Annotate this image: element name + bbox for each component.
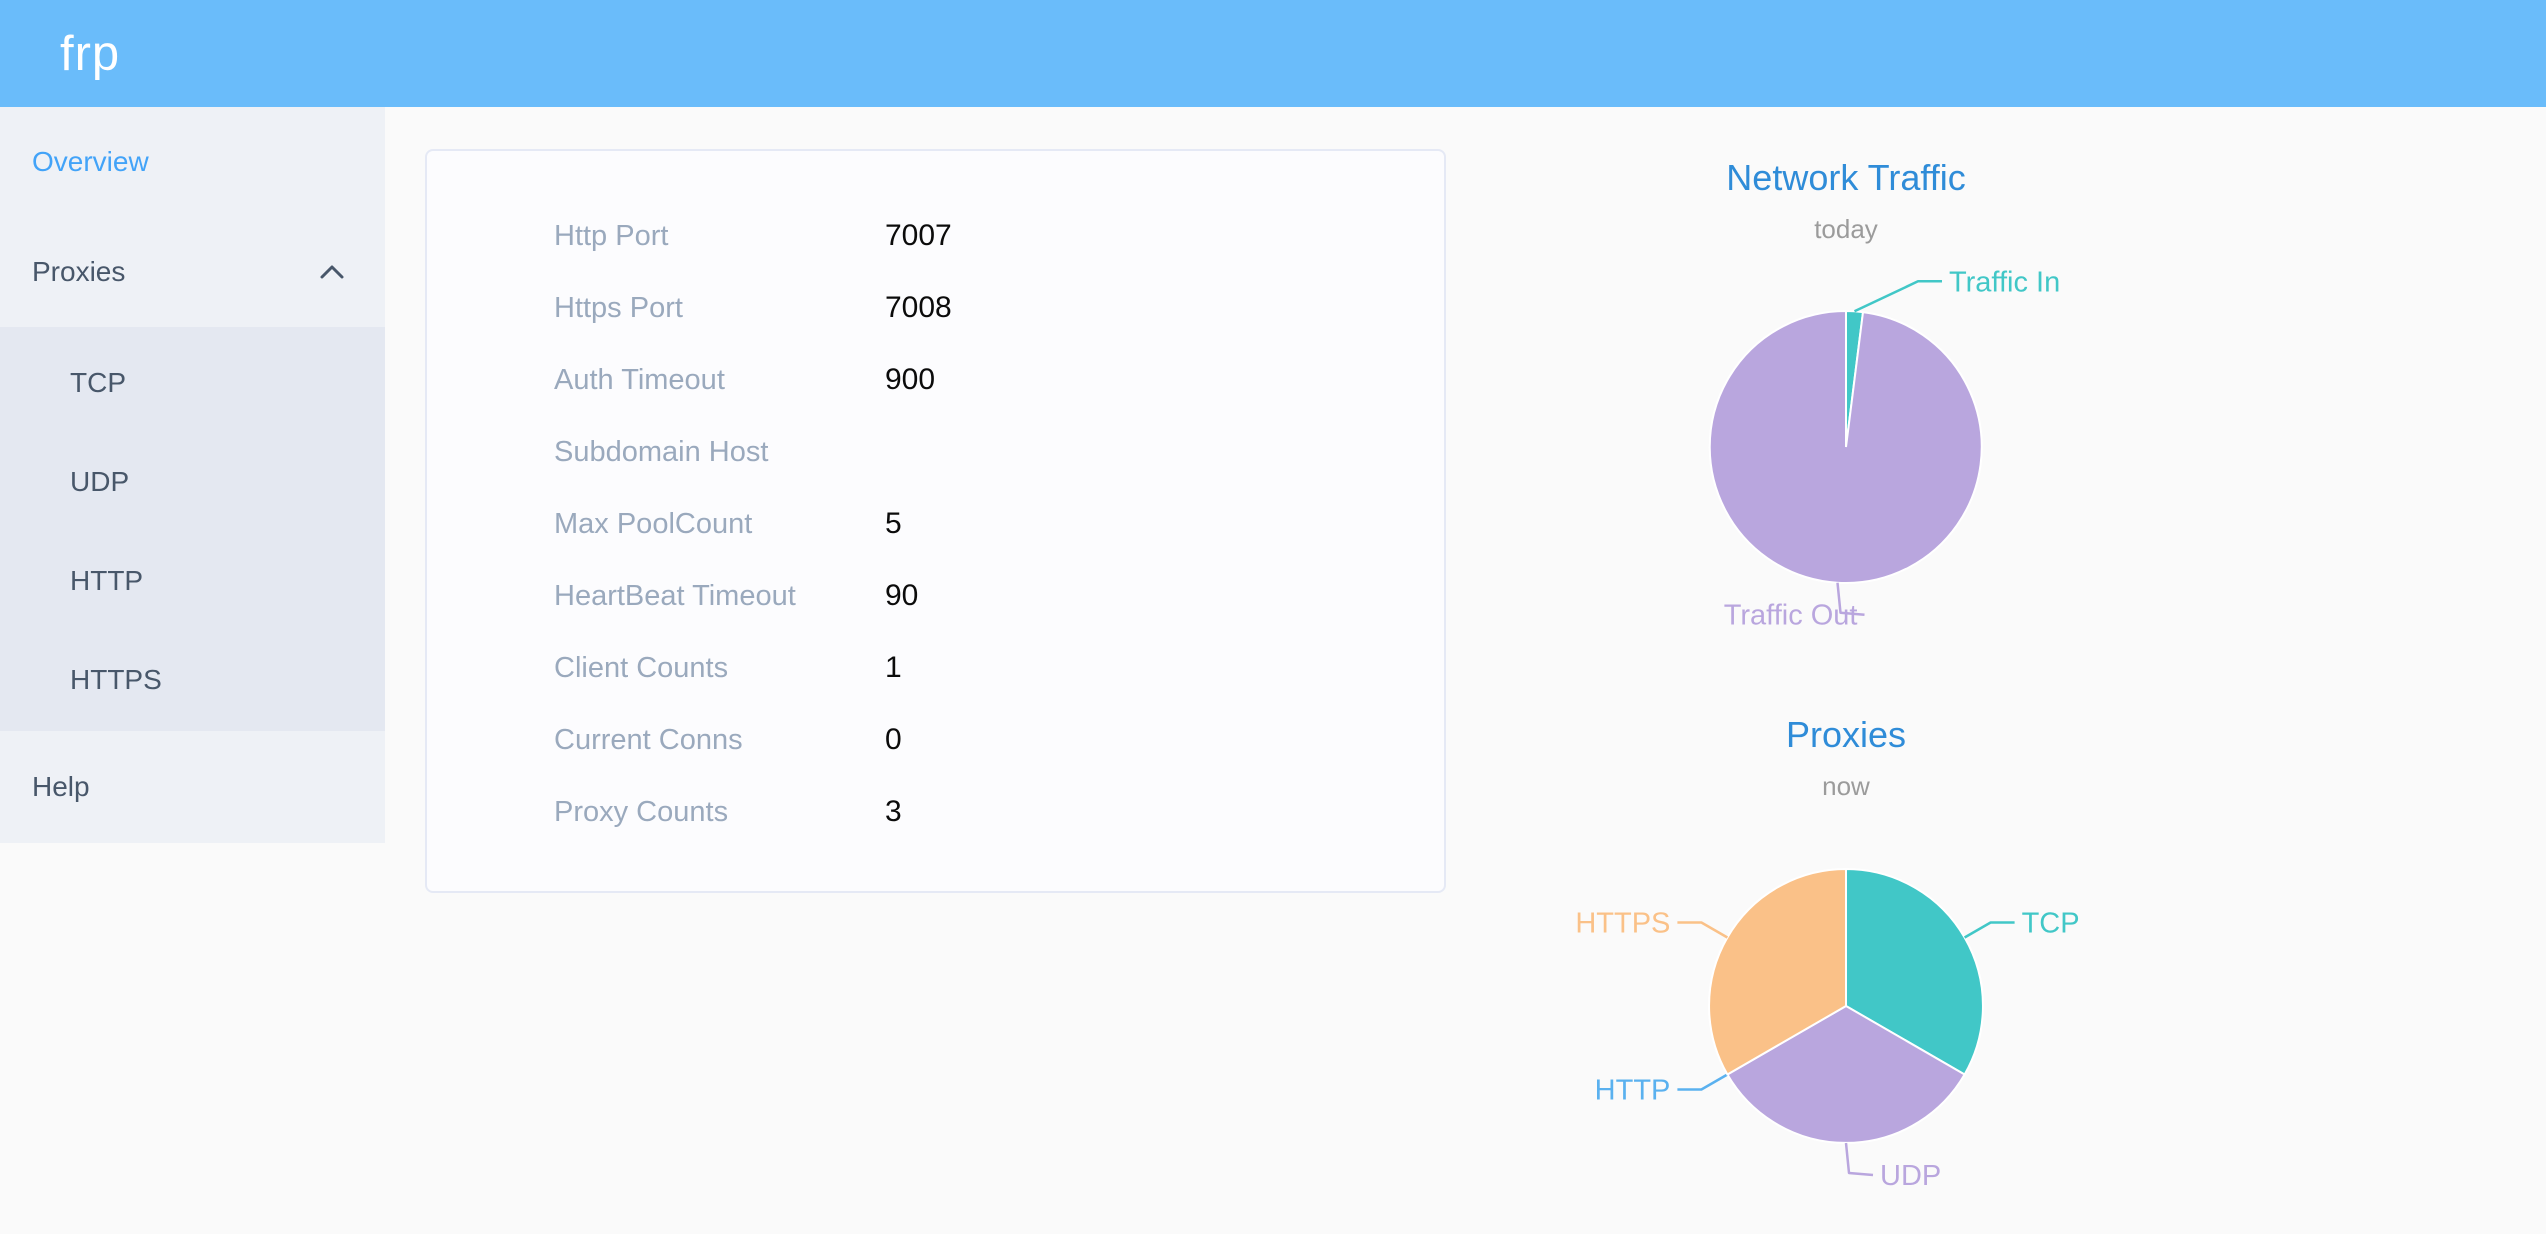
sidebar-item-https[interactable]: HTTPS bbox=[70, 663, 162, 695]
row-label: Current Conns bbox=[554, 723, 743, 756]
server-info-row: Current Conns 0 bbox=[427, 704, 1444, 776]
row-label: Max PoolCount bbox=[554, 507, 753, 540]
chart-subtitle-proxies: now bbox=[1822, 771, 1870, 801]
pie-label-line-tcp bbox=[1963, 921, 2015, 939]
row-value: 7008 bbox=[885, 291, 952, 324]
server-info-row: Auth Timeout 900 bbox=[427, 344, 1444, 416]
row-value: 90 bbox=[885, 579, 919, 612]
chart-title-proxies: Proxies bbox=[1785, 714, 1907, 755]
server-info-row: Https Port 7008 bbox=[427, 272, 1444, 344]
pie-slice-tcp[interactable] bbox=[1845, 867, 1984, 1076]
proxies-submenu: TCP UDP HTTP HTTPS bbox=[0, 327, 385, 731]
app-header: frp bbox=[0, 0, 2546, 107]
pie-label-udp: UDP bbox=[1880, 1160, 1941, 1192]
pie-label-traffic-out: Traffic Out bbox=[1724, 600, 1858, 632]
row-label: Subdomain Host bbox=[554, 435, 769, 468]
row-value: 7007 bbox=[885, 219, 952, 252]
row-label: Https Port bbox=[554, 291, 683, 324]
app-logo: frp bbox=[60, 26, 121, 81]
chart-subtitle-network-traffic: today bbox=[1814, 214, 1878, 244]
pie-label-tcp: TCP bbox=[2022, 908, 2080, 940]
server-info-row: Subdomain Host bbox=[427, 416, 1444, 488]
row-label: HeartBeat Timeout bbox=[554, 579, 796, 612]
row-value: 0 bbox=[885, 723, 902, 756]
sidebar-item-udp[interactable]: UDP bbox=[70, 465, 130, 497]
pie-label-line-traffic-out bbox=[1836, 582, 1865, 616]
sidebar-item-tcp[interactable]: TCP bbox=[70, 366, 126, 398]
row-value: 3 bbox=[885, 795, 902, 828]
pie-slice-traffic-out[interactable] bbox=[1708, 309, 1983, 584]
pie-slice-udp[interactable] bbox=[1726, 1004, 1966, 1144]
row-value: 1 bbox=[885, 651, 902, 684]
pie-label-https: HTTPS bbox=[1575, 908, 1670, 940]
sidebar-item-overview[interactable]: Overview bbox=[32, 146, 149, 177]
row-value: 900 bbox=[885, 363, 936, 396]
pie-label-http: HTTP bbox=[1595, 1075, 1671, 1107]
row-value: 5 bbox=[885, 507, 902, 540]
row-label: Auth Timeout bbox=[554, 363, 725, 396]
pie-label-line-http bbox=[1677, 1073, 1729, 1091]
sidebar-item-http[interactable]: HTTP bbox=[70, 564, 144, 596]
pie-label-line-https bbox=[1677, 921, 1729, 939]
sidebar-item-proxies-label: Proxies bbox=[32, 256, 126, 287]
pie-label-line-traffic-in bbox=[1853, 280, 1942, 313]
server-info-row: Max PoolCount 5 bbox=[427, 488, 1444, 560]
server-info-row: HeartBeat Timeout 90 bbox=[427, 560, 1444, 632]
server-info-row: Http Port 7007 bbox=[427, 200, 1444, 272]
row-label: Proxy Counts bbox=[554, 795, 729, 828]
sidebar-item-proxies[interactable]: Proxies bbox=[0, 217, 385, 327]
pie-slice-https[interactable] bbox=[1708, 867, 1847, 1076]
sidebar-item-help[interactable]: Help bbox=[32, 771, 90, 802]
server-info-row: Proxy Counts 3 bbox=[427, 776, 1444, 848]
sidebar: Overview Proxies TCP UDP HTTP HTTPS Help bbox=[0, 107, 385, 843]
pie-label-line-udp bbox=[1844, 1142, 1874, 1177]
server-info-row: Client Counts 1 bbox=[427, 632, 1444, 704]
chevron-up-icon bbox=[319, 263, 345, 281]
row-label: Client Counts bbox=[554, 651, 729, 684]
chart-title-network-traffic: Network Traffic bbox=[1726, 157, 1966, 198]
row-label: Http Port bbox=[554, 219, 669, 252]
pie-label-traffic-in: Traffic In bbox=[1949, 266, 2060, 298]
server-info-card: Http Port 7007 Https Port 7008 Auth Time… bbox=[425, 149, 1446, 893]
